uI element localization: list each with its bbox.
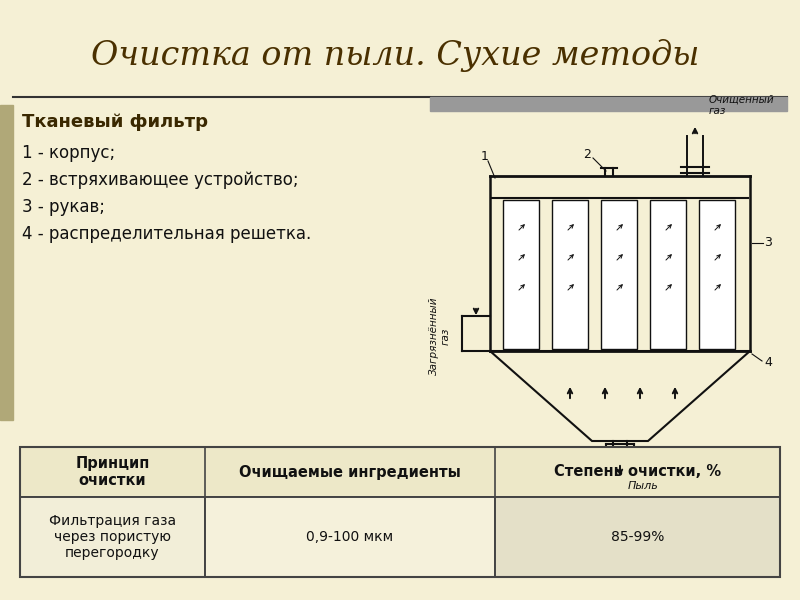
Bar: [601, 200, 637, 349]
Text: 1 - корпус;: 1 - корпус;: [22, 144, 115, 162]
Text: 1: 1: [481, 149, 489, 163]
Text: Фильтрация газа
через пористую
перегородку: Фильтрация газа через пористую перегород…: [49, 514, 176, 560]
Text: 85-99%: 85-99%: [611, 530, 664, 544]
Bar: [650, 200, 686, 349]
Bar: [699, 200, 735, 349]
Text: Принцип
очистки: Принцип очистки: [75, 456, 150, 488]
Text: 2 - встряхивающее устройство;: 2 - встряхивающее устройство;: [22, 171, 298, 189]
Polygon shape: [490, 351, 750, 441]
Text: Загрязнённый
газ: Загрязнённый газ: [429, 297, 451, 375]
Text: Степень очистки, %: Степень очистки, %: [554, 464, 721, 479]
Text: 2: 2: [583, 148, 591, 160]
Bar: [205, 497, 495, 577]
Text: 3 - рукав;: 3 - рукав;: [22, 198, 105, 216]
Text: Тканевый фильтр: Тканевый фильтр: [22, 113, 208, 131]
Bar: [430, 97, 787, 111]
Text: 0,9-100 мкм: 0,9-100 мкм: [306, 530, 394, 544]
Bar: [20, 447, 780, 497]
Bar: [495, 497, 780, 577]
Text: 3: 3: [764, 236, 772, 250]
Text: Пыль: Пыль: [628, 481, 658, 491]
Bar: [552, 200, 588, 349]
Bar: [0, 105, 13, 420]
Text: 4: 4: [764, 356, 772, 370]
Text: Очистка от пыли. Сухие методы: Очистка от пыли. Сухие методы: [91, 38, 699, 71]
Bar: [20, 447, 780, 577]
Text: 4 - распределительная решетка.: 4 - распределительная решетка.: [22, 225, 311, 243]
Text: Очищаемые ингредиенты: Очищаемые ингредиенты: [239, 464, 461, 479]
Bar: [503, 200, 539, 349]
Text: Очищенный
газ: Очищенный газ: [709, 94, 774, 116]
Bar: [20, 497, 205, 577]
